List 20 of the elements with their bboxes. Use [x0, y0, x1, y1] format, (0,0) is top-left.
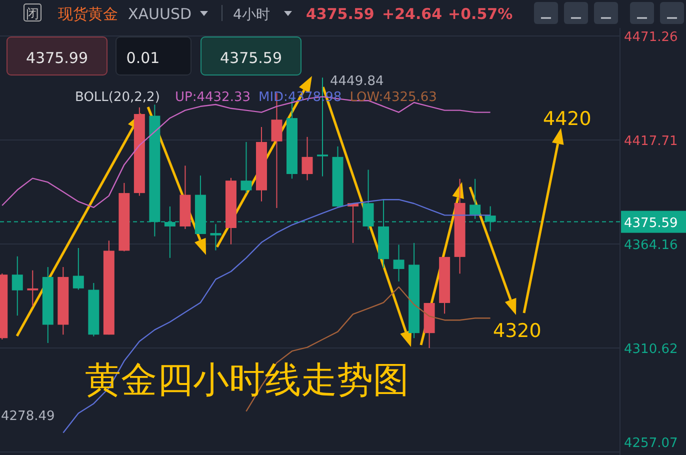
annotation: 4320 [493, 320, 542, 342]
text: +0.57% [448, 5, 513, 23]
ref-line-label: 4375.59 [624, 216, 678, 231]
annotation: 4278.49 [1, 409, 55, 424]
y-tick-label: 4471.26 [624, 30, 678, 45]
annotation: 4375.59 [220, 49, 282, 67]
text: 4375.59 [306, 5, 374, 23]
text: XAUUSD [128, 5, 192, 23]
text: 4小时 [233, 7, 270, 23]
annotation: 4449.84 [330, 74, 384, 89]
y-tick-label: 4257.07 [624, 436, 678, 451]
y-tick-label: 4417.71 [624, 134, 678, 150]
annotation: 4420 [543, 108, 592, 130]
text: 现货黄金 [58, 5, 118, 23]
text: +24.64 [382, 5, 442, 23]
text: 闭 [26, 7, 39, 22]
annotation: 0.01 [126, 49, 160, 67]
annotation: 4375.99 [26, 49, 88, 67]
y-tick-label: 4364.16 [624, 238, 678, 254]
y-tick-label: 4310.62 [624, 342, 678, 357]
